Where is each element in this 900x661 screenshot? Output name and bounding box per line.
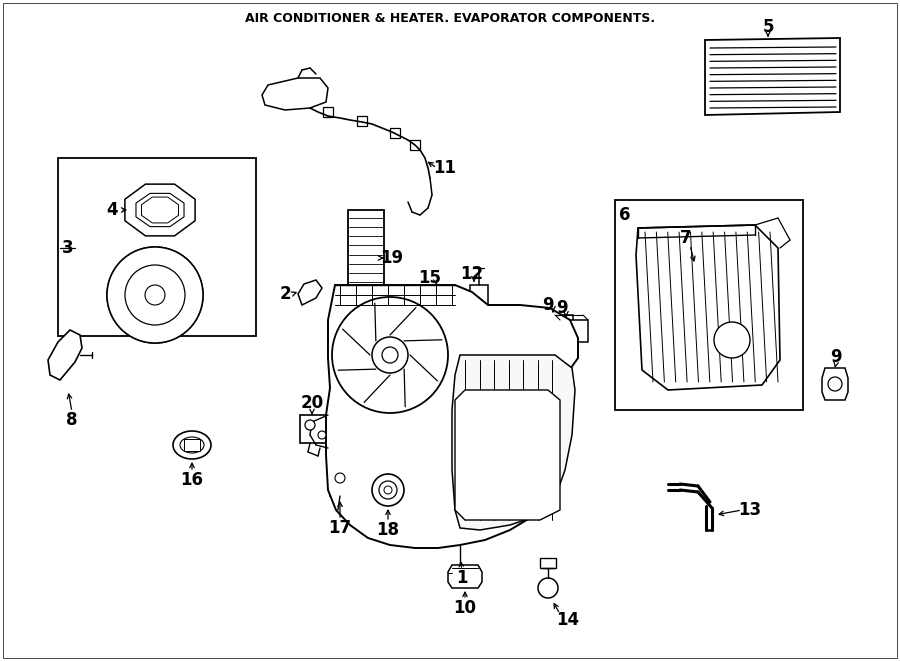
Bar	[323, 107, 333, 117]
Polygon shape	[109, 249, 201, 341]
Bar	[300, 415, 332, 443]
Circle shape	[332, 297, 448, 413]
Polygon shape	[705, 38, 840, 115]
Polygon shape	[136, 194, 184, 227]
Bar	[434, 298, 444, 306]
Circle shape	[335, 473, 345, 483]
Text: 19: 19	[381, 249, 403, 267]
Polygon shape	[125, 184, 195, 236]
Circle shape	[145, 285, 165, 305]
Circle shape	[372, 337, 408, 373]
Ellipse shape	[173, 431, 211, 459]
Text: 1: 1	[456, 569, 468, 587]
Text: 18: 18	[376, 521, 400, 539]
Ellipse shape	[180, 437, 204, 453]
Bar	[410, 140, 420, 150]
Circle shape	[145, 285, 165, 305]
Bar	[545, 315, 573, 337]
Bar	[330, 468, 366, 496]
Circle shape	[828, 377, 842, 391]
Circle shape	[538, 578, 558, 598]
Bar	[540, 558, 556, 568]
Polygon shape	[298, 280, 322, 305]
Polygon shape	[636, 225, 780, 390]
Text: 6: 6	[619, 206, 631, 224]
Polygon shape	[822, 368, 848, 400]
Bar	[470, 285, 488, 305]
Polygon shape	[141, 197, 178, 223]
Circle shape	[305, 420, 315, 430]
Circle shape	[714, 322, 750, 358]
Circle shape	[318, 431, 326, 439]
Text: 7: 7	[680, 229, 692, 247]
Text: 14: 14	[556, 611, 580, 629]
Polygon shape	[326, 285, 578, 548]
Circle shape	[107, 247, 203, 343]
Polygon shape	[48, 330, 82, 380]
Text: 9: 9	[830, 348, 842, 366]
Circle shape	[384, 486, 392, 494]
Bar	[390, 128, 400, 138]
Text: 15: 15	[418, 269, 442, 287]
Polygon shape	[452, 355, 575, 530]
Text: 12: 12	[461, 265, 483, 283]
Text: 13: 13	[738, 501, 761, 519]
Text: 11: 11	[434, 159, 456, 177]
Text: 2: 2	[279, 285, 291, 303]
Circle shape	[125, 265, 185, 325]
Text: 9: 9	[556, 299, 568, 317]
Text: 10: 10	[454, 599, 476, 617]
Text: 16: 16	[181, 471, 203, 489]
Circle shape	[372, 474, 404, 506]
Polygon shape	[448, 565, 482, 588]
Text: 17: 17	[328, 519, 352, 537]
Bar	[58, 158, 256, 336]
Circle shape	[382, 347, 398, 363]
Circle shape	[379, 481, 397, 499]
Text: 4: 4	[106, 201, 118, 219]
Text: 5: 5	[762, 18, 774, 36]
Text: 20: 20	[301, 394, 324, 412]
Text: 8: 8	[67, 411, 77, 429]
Bar	[357, 116, 367, 126]
Bar	[348, 210, 384, 290]
Text: 3: 3	[62, 239, 74, 257]
Polygon shape	[262, 78, 328, 110]
Polygon shape	[455, 390, 560, 520]
Bar	[184, 439, 200, 451]
Bar	[560, 320, 588, 342]
Circle shape	[107, 247, 203, 343]
Circle shape	[123, 263, 187, 327]
Bar	[615, 200, 803, 410]
Text: 9: 9	[542, 296, 554, 314]
Text: AIR CONDITIONER & HEATER. EVAPORATOR COMPONENTS.: AIR CONDITIONER & HEATER. EVAPORATOR COM…	[245, 12, 655, 25]
